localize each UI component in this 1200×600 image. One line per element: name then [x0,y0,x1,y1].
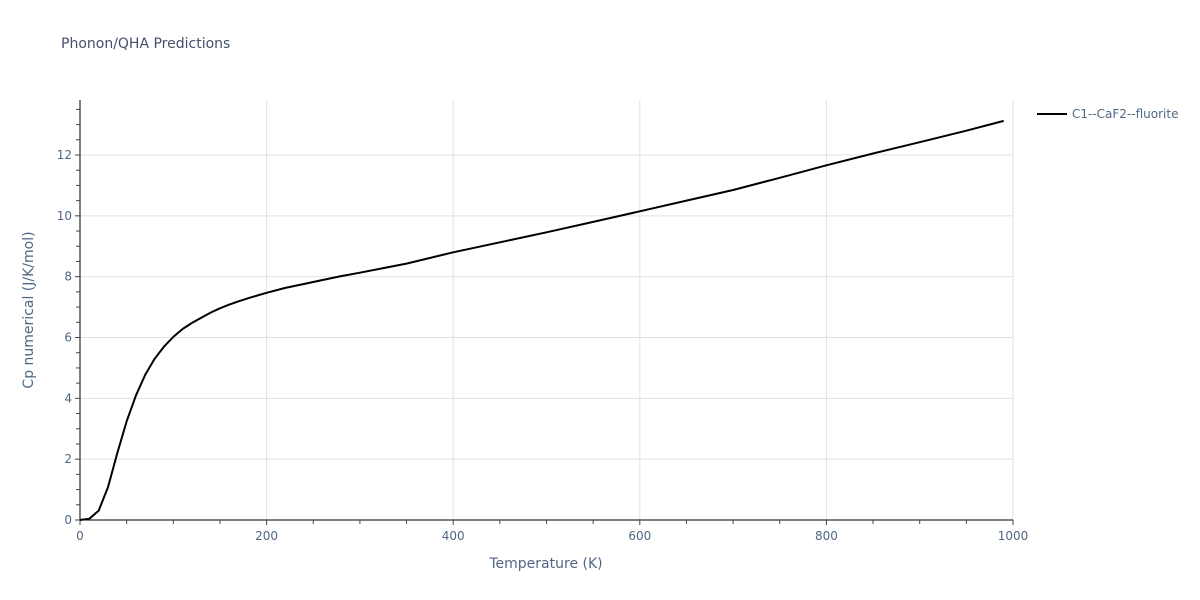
legend[interactable]: C1--CaF2--fluorite [1037,107,1178,121]
y-axis-title: Cp numerical (J/K/mol) [21,231,37,388]
x-axis-title: Temperature (K) [488,556,602,572]
x-tick-label: 800 [815,529,838,543]
x-tick-label: 400 [442,529,465,543]
y-tick-label: 6 [64,331,72,345]
y-tick-label: 10 [57,209,72,223]
y-tick-label: 0 [64,513,72,527]
y-tick-label: 12 [57,148,72,162]
legend-label[interactable]: C1--CaF2--fluorite [1072,107,1178,121]
y-tick-label: 2 [64,452,72,466]
data-series [79,119,1004,521]
y-tick-label: 8 [64,270,72,284]
x-tick-label: 200 [255,529,278,543]
chart-title: Phonon/QHA Predictions [61,36,231,52]
axes: 0 200 400 600 800 1000 0 2 4 6 8 10 12 [57,100,1029,543]
x-tick-label: 0 [76,529,84,543]
y-tick-label: 4 [64,391,72,405]
series-line[interactable] [79,119,1004,521]
grid-lines [80,100,1014,520]
x-tick-label: 600 [628,529,651,543]
x-tick-label: 1000 [998,529,1029,543]
